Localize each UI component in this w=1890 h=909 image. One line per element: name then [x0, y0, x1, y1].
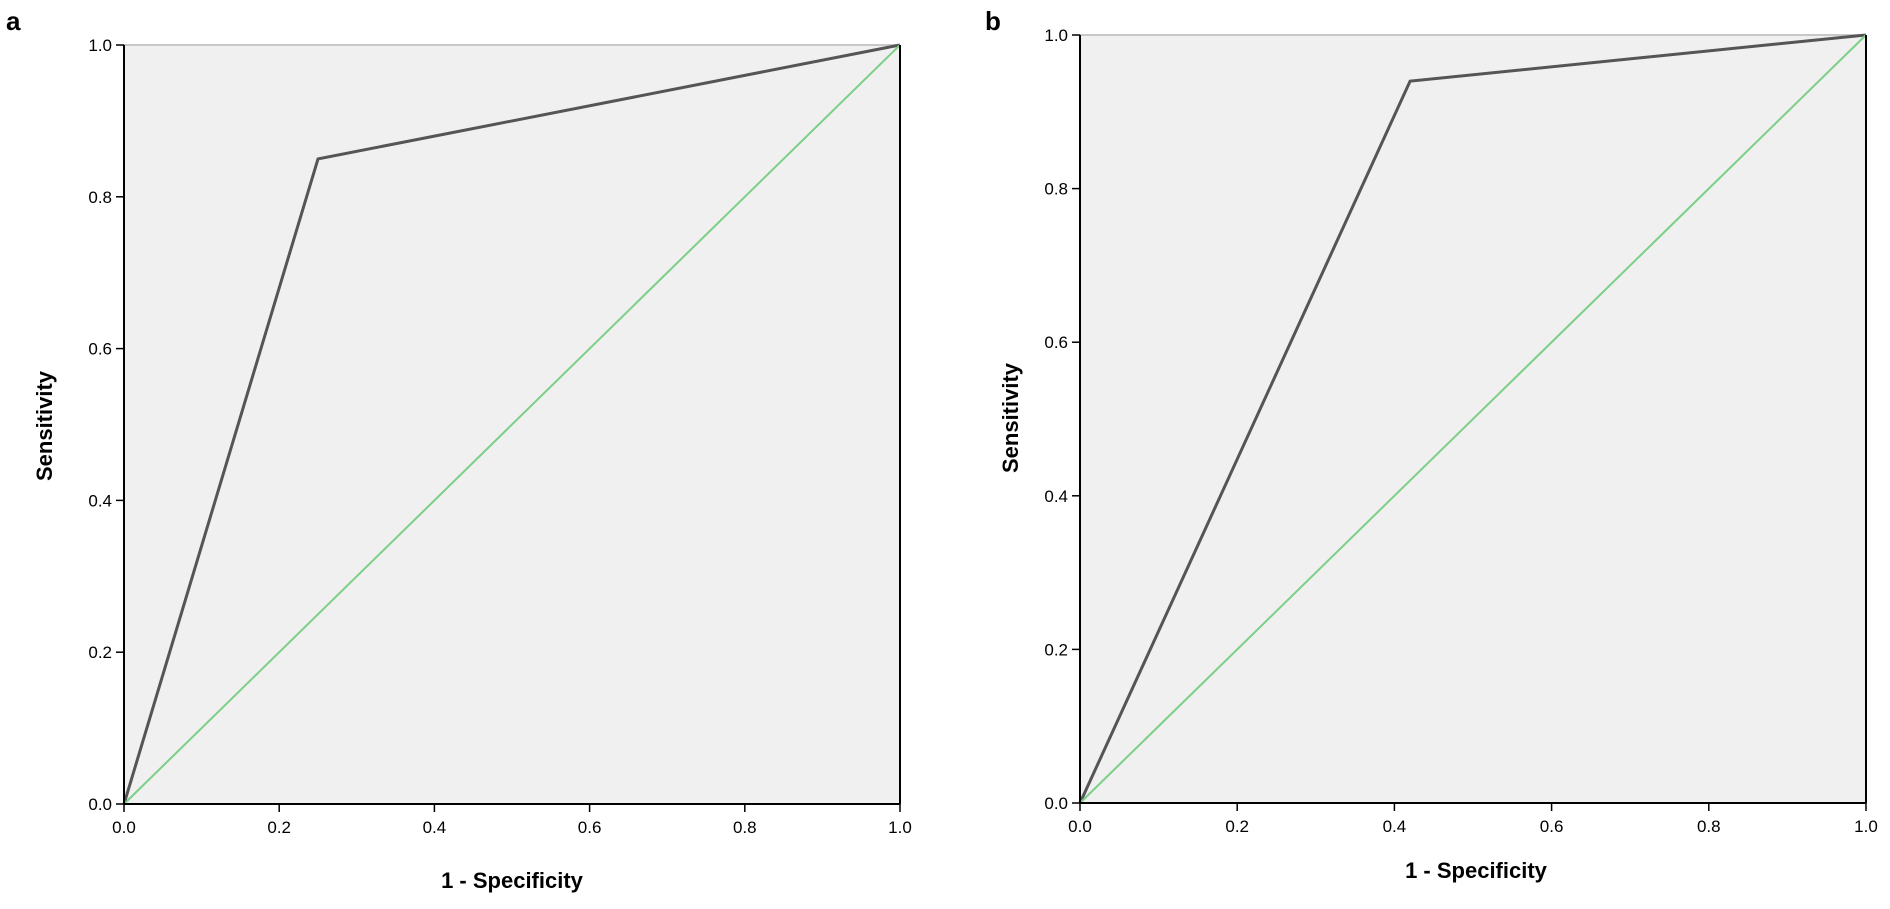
reference-line-a: [123, 44, 901, 805]
y-axis-title-a: Sensitivity: [32, 370, 57, 481]
x-tick-label-b: 0.2: [1225, 817, 1249, 836]
x-tick-label-a: 0.0: [112, 818, 136, 837]
x-tick-label-b: 1.0: [1854, 817, 1878, 836]
roc-chart-a: a 0.0 0.2 0.4 0.6 0.8 1.0 0.0 0.2 0.4 0.6 0.8 1.0 1…: [6, 6, 912, 893]
x-tick-label-b: 0.0: [1068, 817, 1092, 836]
y-tick-label-b: 0.8: [1044, 180, 1068, 199]
x-tick-label-a: 0.8: [733, 818, 757, 837]
y-axis-title-b: Sensitivity: [998, 362, 1023, 473]
x-axis-title-a: 1 - Specificity: [441, 868, 584, 893]
x-tick-label-a: 0.6: [578, 818, 602, 837]
plot-area-b: 0.0 0.2 0.4 0.6 0.8 1.0 0.0 0.2 0.4 0.6 0.8 1.0: [1044, 26, 1877, 836]
y-tick-label-b: 0.2: [1044, 640, 1068, 659]
roc-curve-b: [1078, 33, 1867, 804]
x-tick-label-b: 0.6: [1540, 817, 1564, 836]
y-tick-label-b: 0.4: [1044, 487, 1068, 506]
x-tick-label-b: 0.4: [1383, 817, 1407, 836]
y-tick-label-a: 0.4: [88, 491, 112, 510]
y-tick-label-a: 0.2: [88, 643, 112, 662]
reference-line-b: [1079, 34, 1867, 804]
x-axis-title-b: 1 - Specificity: [1405, 858, 1548, 883]
plot-area-a: 0.0 0.2 0.4 0.6 0.8 1.0 0.0 0.2 0.4 0.6 0.8 1.0: [88, 36, 911, 837]
y-tick-label-a: 1.0: [88, 36, 112, 55]
x-tick-label-a: 1.0: [888, 818, 912, 837]
y-tick-label-b: 0.0: [1044, 794, 1068, 813]
y-tick-label-a: 0.8: [88, 188, 112, 207]
x-tick-label-a: 0.2: [267, 818, 291, 837]
roc-chart-b: b 0.0 0.2 0.4 0.6 0.8 1.0 0.0 0.2 0.4 0.6 0.8 1.0 1…: [985, 6, 1878, 883]
y-tick-label-b: 1.0: [1044, 26, 1068, 45]
x-tick-label-b: 0.8: [1697, 817, 1721, 836]
y-tick-label-a: 0.6: [88, 340, 112, 359]
y-tick-label-a: 0.0: [88, 795, 112, 814]
panel-label-a: a: [6, 6, 21, 36]
y-tick-label-b: 0.6: [1044, 333, 1068, 352]
panel-label-b: b: [985, 6, 1001, 36]
roc-curve-a: [122, 43, 901, 805]
x-tick-label-a: 0.4: [423, 818, 447, 837]
